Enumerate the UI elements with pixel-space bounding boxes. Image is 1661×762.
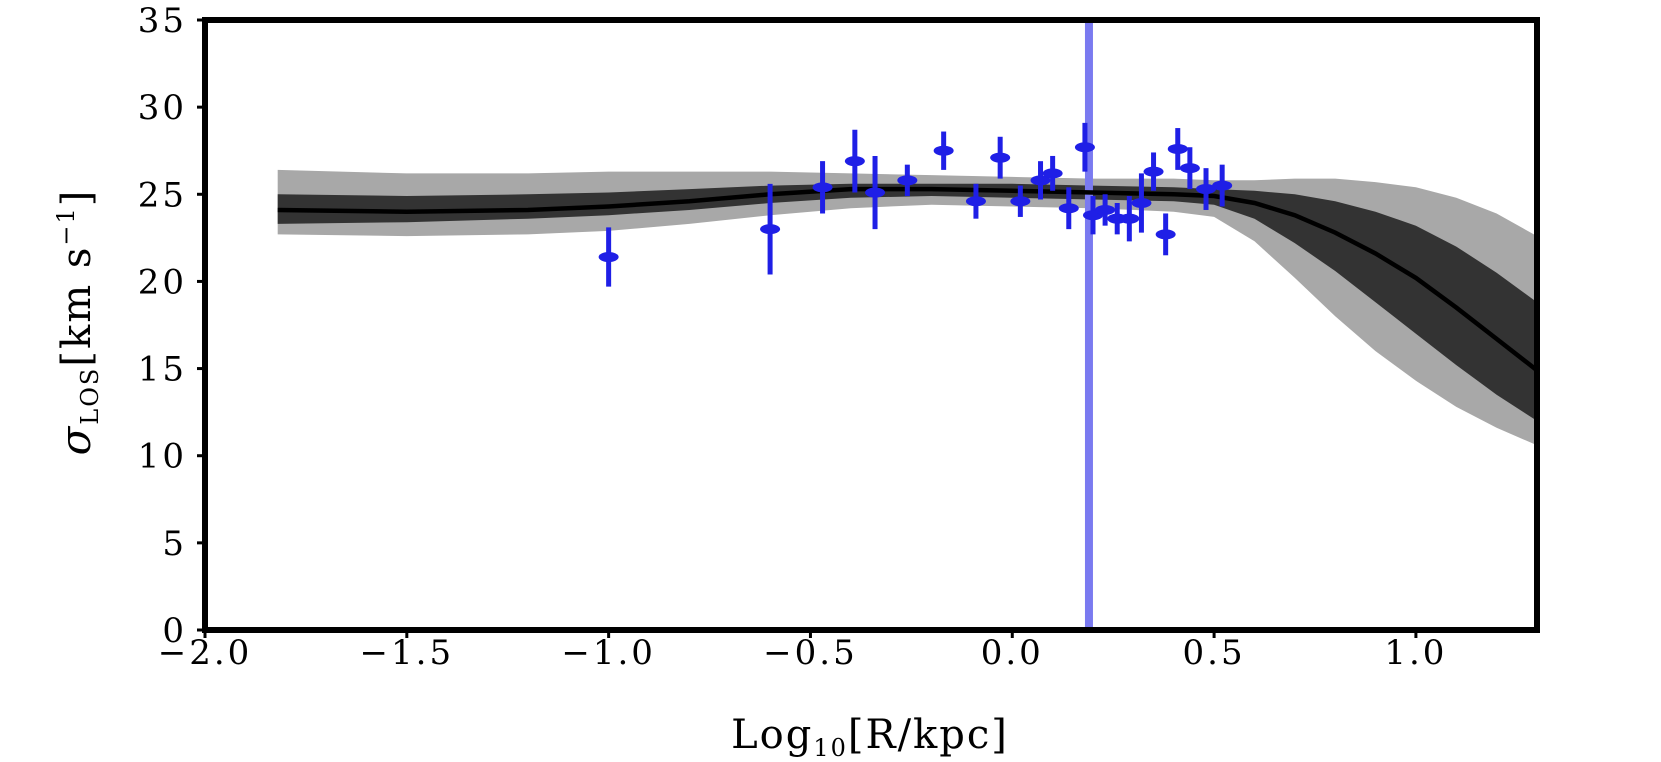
data-point xyxy=(1179,163,1200,174)
data-point xyxy=(760,224,781,235)
y-axis-label: σLOS[km s−1] xyxy=(51,189,104,456)
y-axis-label-unit: [km s xyxy=(54,246,100,367)
x-tick-label: −2.0 xyxy=(158,633,253,673)
y-axis-label-symbol: σ xyxy=(51,425,100,456)
x-axis-label-bracket: [R/kpc] xyxy=(848,712,1009,758)
data-point xyxy=(1042,168,1063,179)
y-tick-label: 25 xyxy=(138,175,187,215)
data-point xyxy=(1010,196,1031,207)
data-point xyxy=(1131,198,1152,208)
data-point xyxy=(1155,229,1176,240)
model-median-group xyxy=(277,186,1539,373)
data-point xyxy=(1119,213,1140,224)
data-point xyxy=(1030,175,1051,186)
data-point xyxy=(897,175,918,186)
x-axis-label-sub: 10 xyxy=(813,734,848,762)
data-point xyxy=(844,156,865,167)
y-tick-label: 30 xyxy=(138,88,187,128)
data-point xyxy=(990,152,1011,163)
data-point xyxy=(865,187,886,198)
data-point xyxy=(1167,143,1188,154)
x-axis-label: Log10[R/kpc] xyxy=(731,712,1009,762)
x-tick-label: −1.5 xyxy=(360,633,455,673)
y-tick-label: 15 xyxy=(138,350,187,390)
y-tick-label: 0 xyxy=(162,611,187,651)
data-point xyxy=(1212,180,1233,191)
model-bands xyxy=(277,169,1538,446)
y-tick-label: 20 xyxy=(138,262,187,302)
data-point xyxy=(598,252,619,263)
x-tick-label: −1.0 xyxy=(561,633,656,673)
y-tick-label: 35 xyxy=(138,1,187,41)
y-axis-ticks: 0 5 10 15 20 25 30 35 xyxy=(138,1,205,651)
plot-frame xyxy=(202,17,1540,633)
y-axis-label-exp: −1 xyxy=(52,206,80,245)
inner-confidence-band xyxy=(277,183,1538,421)
y-tick-label: 5 xyxy=(162,524,187,564)
data-point xyxy=(1058,203,1079,214)
data-point xyxy=(1095,204,1116,215)
y-tick-label: 10 xyxy=(138,437,187,477)
data-point xyxy=(933,145,954,156)
data-point xyxy=(1196,184,1217,195)
y-axis-label-close: ] xyxy=(54,189,100,207)
data-point xyxy=(812,182,833,193)
data-points xyxy=(598,122,1233,287)
x-axis-ticks: −2.0 −1.5 −1.0 −0.5 0.0 0.5 1.0 xyxy=(158,630,1447,673)
data-point xyxy=(965,196,986,207)
x-tick-label: 1.0 xyxy=(1384,633,1447,673)
y-axis-label-sub: LOS xyxy=(76,367,104,425)
data-point xyxy=(1074,142,1095,153)
x-tick-label: −0.5 xyxy=(763,633,858,673)
x-axis-label-main: Log xyxy=(731,712,813,758)
x-tick-label: 0.5 xyxy=(1183,633,1246,673)
x-tick-label: 0.0 xyxy=(981,633,1044,673)
model-median-line xyxy=(277,186,1539,373)
data-point xyxy=(1143,166,1164,177)
